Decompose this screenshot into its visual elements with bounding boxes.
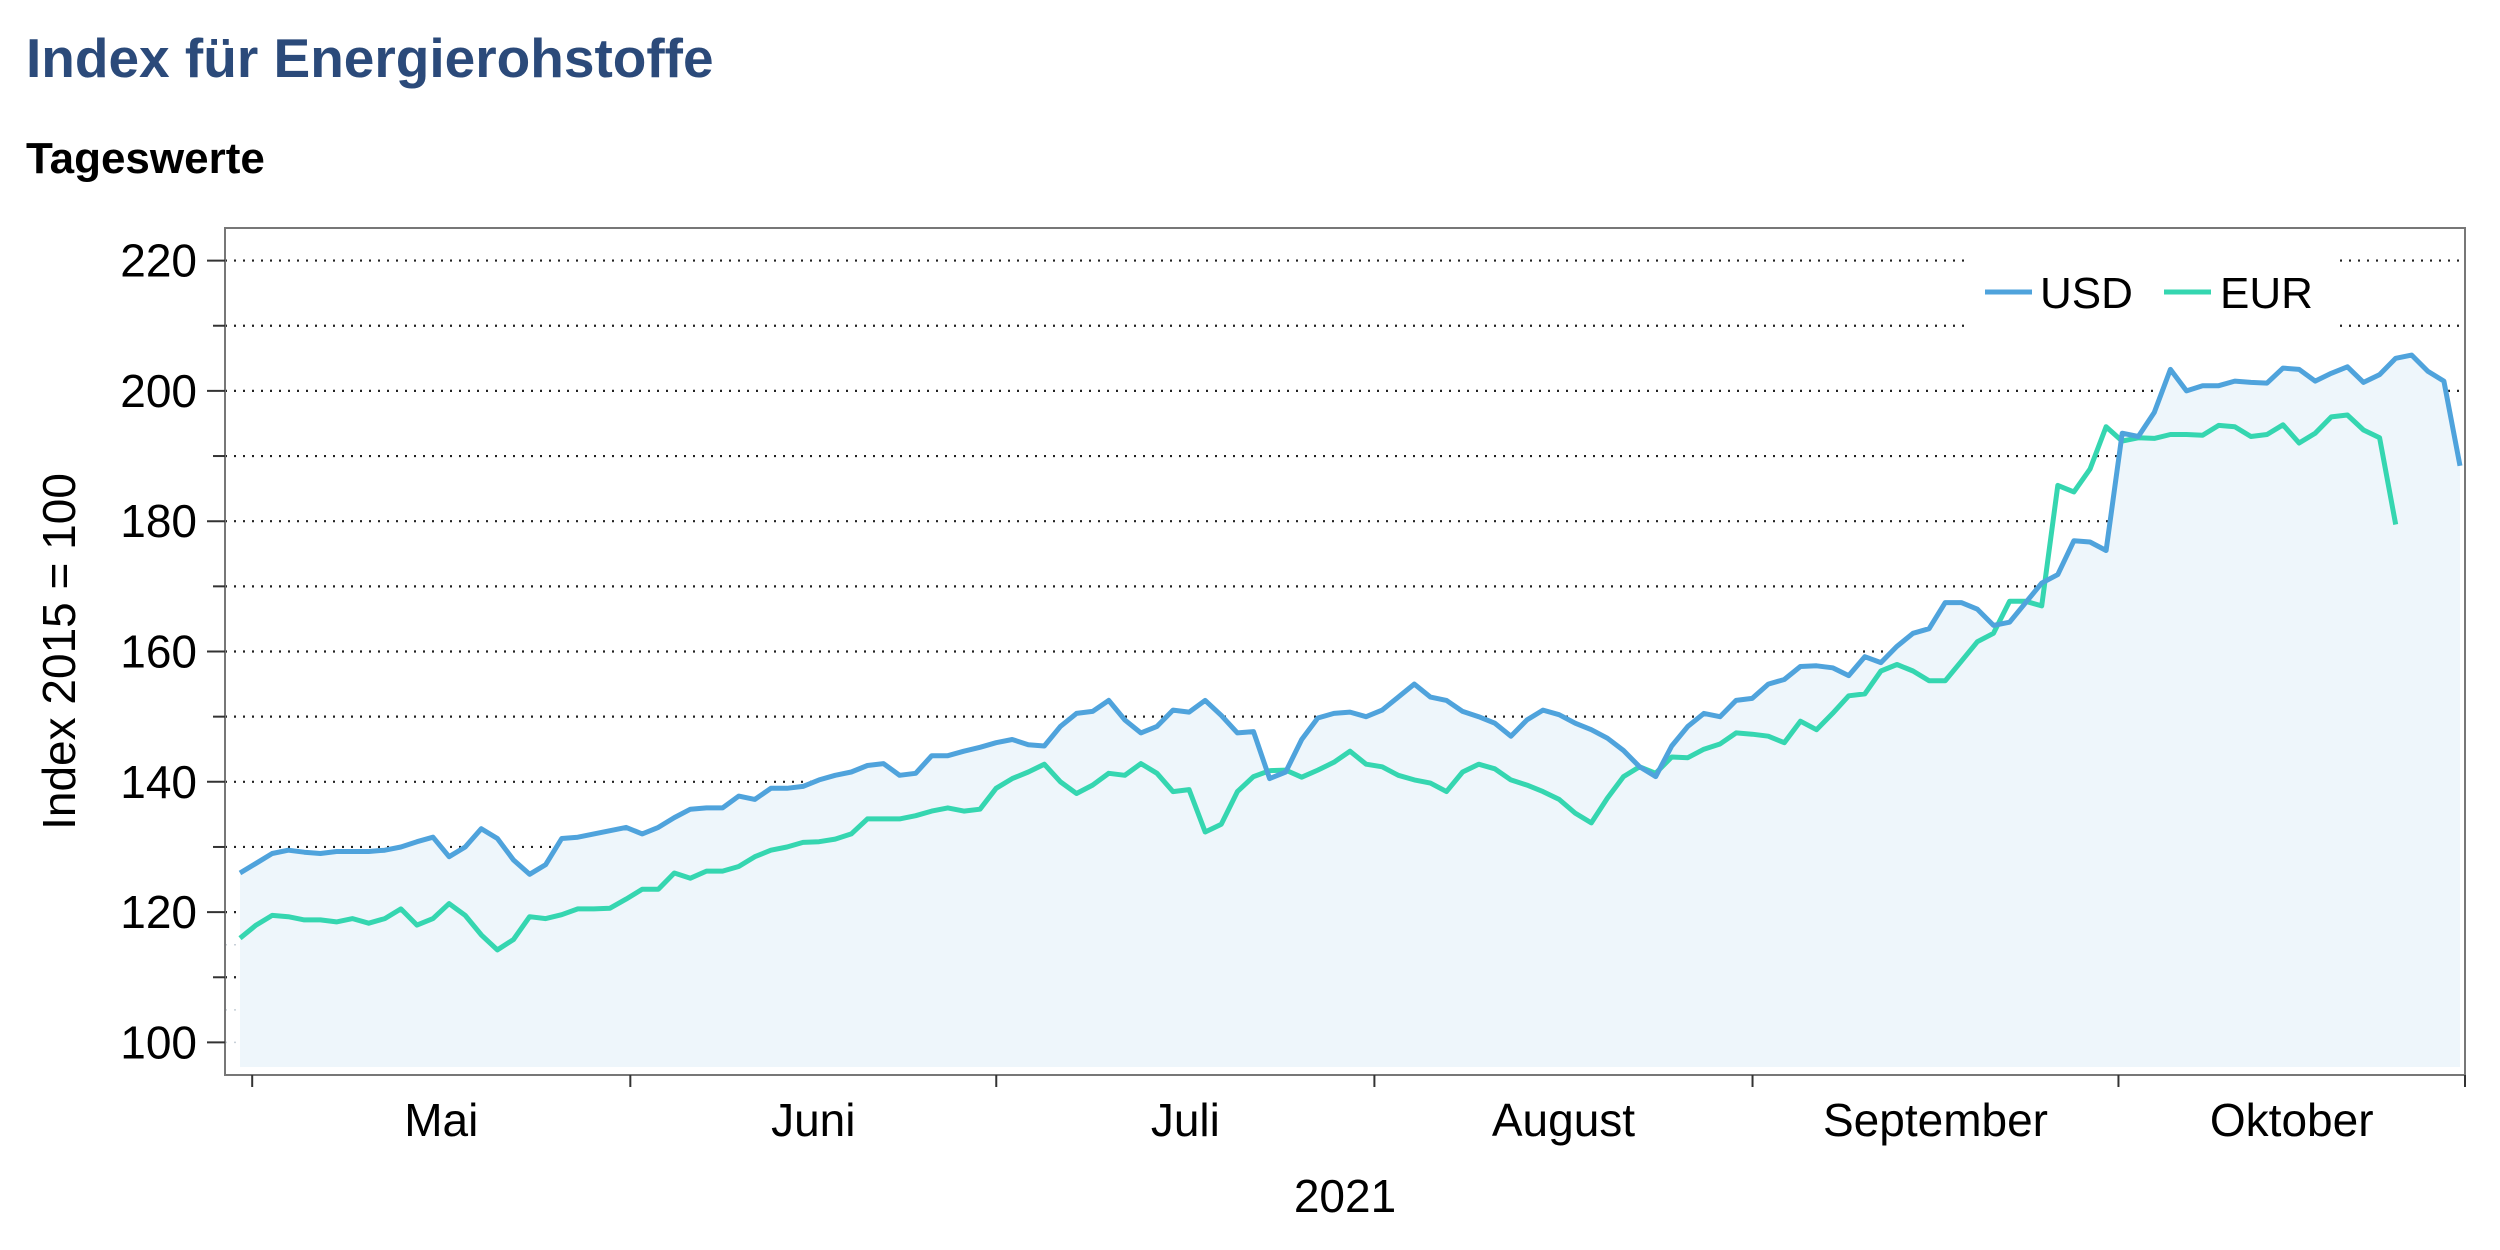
x-tick-label-3: August xyxy=(1492,1094,1635,1146)
legend: USD EUR xyxy=(1968,244,2338,330)
legend-background xyxy=(1968,244,2338,330)
chart-title: Index für Energierohstoffe xyxy=(26,27,714,89)
x-axis-label: 2021 xyxy=(1294,1170,1396,1222)
chart-subtitle: Tageswerte xyxy=(26,134,265,183)
y-tick-label-100: 100 xyxy=(120,1016,197,1068)
y-tick-label-180: 180 xyxy=(120,495,197,547)
x-tick-label-2: Juli xyxy=(1151,1094,1220,1146)
y-tick-label-140: 140 xyxy=(120,756,197,808)
y-tick-label-220: 220 xyxy=(120,235,197,287)
x-tick-label-0: Mai xyxy=(404,1094,478,1146)
y-tick-label-160: 160 xyxy=(120,626,197,678)
legend-label-eur: EUR xyxy=(2220,269,2313,318)
series-line-eur xyxy=(238,412,2399,953)
y-axis-label: Index 2015 = 100 xyxy=(33,473,85,830)
x-tick-label-1: Juni xyxy=(771,1094,855,1146)
x-axis: Mai Juni Juli August September Oktober xyxy=(251,1075,2466,1146)
area-under-usd xyxy=(240,355,2460,1068)
legend-label-usd: USD xyxy=(2040,269,2133,318)
x-tick-label-5: Oktober xyxy=(2210,1094,2374,1146)
x-tick-label-4: September xyxy=(1823,1094,2048,1146)
series-line-usd xyxy=(238,352,2463,877)
y-tick-label-120: 120 xyxy=(120,886,197,938)
y-axis: 100 120 140 160 180 200 220 xyxy=(120,235,225,1068)
y-tick-label-200: 200 xyxy=(120,365,197,417)
